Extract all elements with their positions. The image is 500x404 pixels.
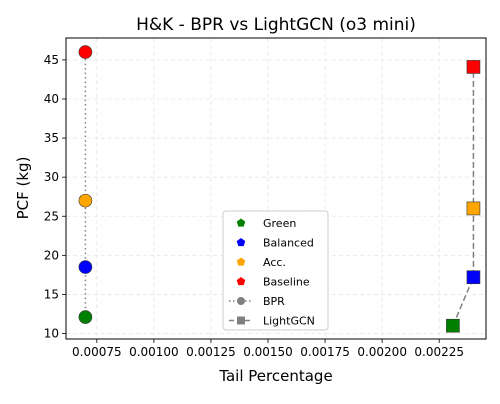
bpr-point-baseline — [78, 45, 93, 59]
x-tick-label: 0.00200 — [357, 345, 407, 359]
legend-marker-balanced — [236, 238, 246, 247]
x-tick-label: 0.00125 — [186, 345, 236, 359]
lightgcn-point-acc — [466, 201, 481, 216]
legend-marker-green — [236, 218, 246, 227]
legend-label: Baseline — [263, 276, 310, 289]
grid-layer — [66, 38, 486, 339]
lightgcn-point-green — [446, 318, 460, 333]
legend-label: Balanced — [263, 237, 314, 250]
y-tick-label: 20 — [44, 248, 59, 262]
y-tick-label: 35 — [44, 131, 59, 145]
lightgcn-series-line — [452, 66, 475, 327]
x-tick-label: 0.00075 — [72, 345, 122, 359]
bpr-point-green — [78, 310, 93, 324]
x-axis-label: Tail Percentage — [218, 367, 332, 385]
legend: Green Balanced Acc. Baseline BPR LightGCN — [222, 210, 329, 331]
legend-marker-lightgcn — [237, 316, 245, 325]
legend-marker-acc — [236, 257, 246, 266]
series-lines — [84, 52, 475, 327]
y-tick-label: 30 — [44, 170, 59, 184]
lightgcn-point-baseline — [466, 60, 481, 74]
legend-marker-bpr — [237, 297, 245, 305]
legend-label: BPR — [263, 295, 285, 308]
legend-label: LightGCN — [263, 315, 315, 328]
x-tick-label: 0.00100 — [129, 345, 179, 359]
bpr-point-acc — [78, 193, 93, 208]
y-tick-label: 25 — [44, 209, 59, 223]
x-axis: 0.00075 0.00100 0.00125 0.00150 0.00175 0.002… — [72, 339, 464, 359]
y-tick-label: 10 — [44, 327, 59, 341]
y-tick-label: 15 — [44, 287, 59, 301]
x-tick-label: 0.00175 — [300, 345, 350, 359]
legend-label: Acc. — [263, 256, 286, 269]
chart-title: H&K - BPR vs LightGCN (o3 mini) — [136, 15, 416, 35]
plot-frame — [65, 37, 487, 340]
data-points — [78, 45, 481, 333]
legend-label: Green — [263, 217, 296, 230]
legend-marker-baseline — [236, 277, 246, 286]
x-tick-label: 0.00150 — [243, 345, 293, 359]
y-axis-label: PCF (kg) — [14, 157, 32, 220]
y-axis: 10 15 20 25 30 35 40 45 — [44, 53, 66, 341]
y-tick-label: 45 — [44, 53, 59, 67]
bpr-point-balanced — [78, 260, 93, 274]
y-tick-label: 40 — [44, 92, 59, 106]
x-tick-label: 0.00225 — [414, 345, 464, 359]
lightgcn-point-balanced — [466, 270, 481, 285]
